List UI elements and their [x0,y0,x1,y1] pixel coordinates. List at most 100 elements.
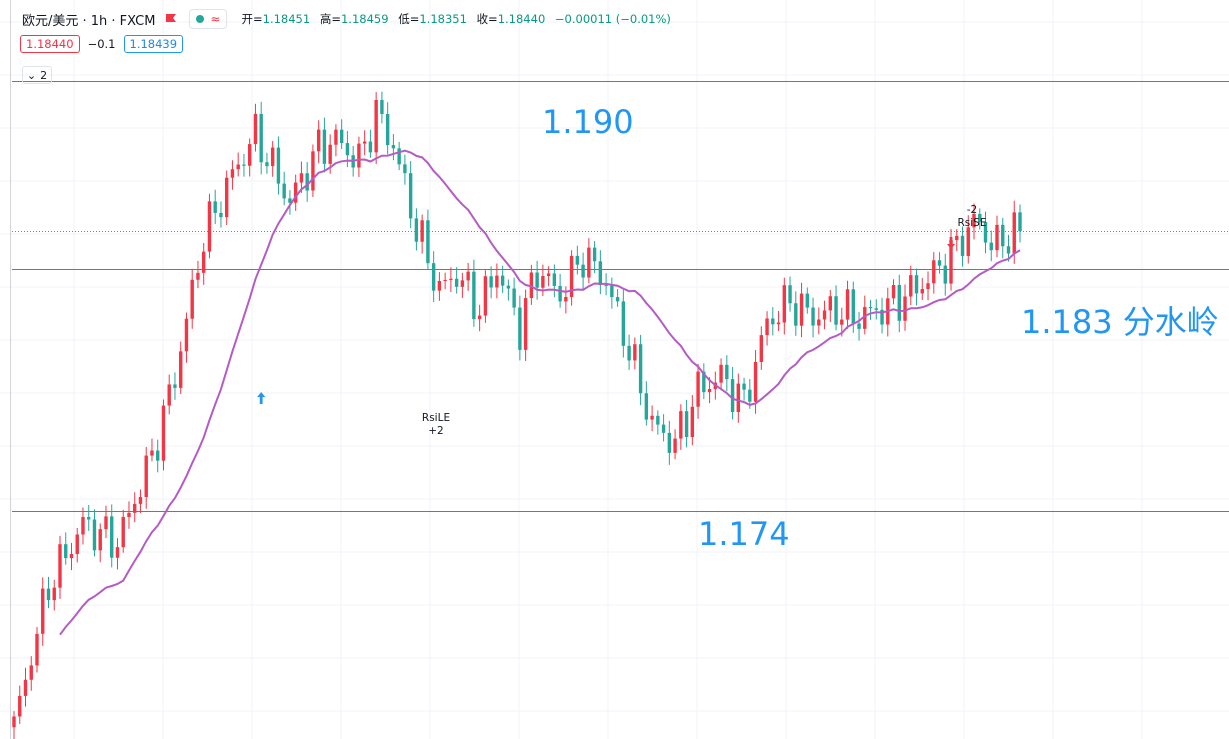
candle [955,229,959,252]
candle [276,136,281,195]
candle [437,272,442,301]
candle [903,284,907,331]
close-value: 1.18440 [497,12,546,26]
candle [270,141,275,177]
candle [518,295,522,361]
candle [644,381,649,426]
candle [782,277,787,335]
market-open-dot-icon [196,15,205,23]
candle [587,238,591,284]
candle [736,373,741,423]
sell-price-button[interactable]: 1.18440 [20,35,80,53]
candle [133,492,137,523]
candle [144,446,148,509]
candle [477,304,482,332]
candle [368,129,373,158]
candle [81,507,85,545]
approx-icon: ≈ [210,12,221,26]
candle [920,277,924,300]
candle [449,267,453,293]
candle [983,211,988,254]
candle [874,299,878,320]
candle [834,285,838,331]
candle [357,136,361,178]
candle [742,377,746,401]
candle [937,252,942,274]
candle [138,489,143,514]
candle [403,154,407,185]
candle [684,399,689,448]
change-value: −0.00011 (−0.01%) [554,12,671,26]
status-pill[interactable]: ≈ [189,9,228,29]
candle [443,272,447,290]
candle [184,312,189,363]
candle [265,152,269,174]
candle [23,667,28,707]
candle [799,282,804,338]
candle [995,215,999,258]
candle [822,300,827,330]
candle [293,174,298,211]
flag-icon[interactable] [165,13,177,25]
candle [546,266,551,287]
candle [362,130,367,156]
signal-long-qty: +2 [428,425,444,437]
candle [621,289,626,358]
candle [811,297,815,338]
candle [966,215,970,264]
chevron-down-icon: ⌄ [26,68,37,82]
candle [771,307,775,336]
candle [1001,217,1005,259]
candle [213,189,217,225]
indicator-count: 2 [40,68,48,82]
signal-long-label: RsiLE +2 [418,412,454,438]
moving-average-line [59,149,1021,636]
candle [725,355,729,392]
candle [299,161,304,193]
candle [156,439,160,473]
candle [426,209,430,270]
candle [161,399,166,471]
candle [41,577,45,646]
candle [581,252,585,290]
candle [529,264,534,305]
indicators-collapse-button[interactable]: ⌄ 2 [22,66,52,84]
candle [972,203,976,240]
horizontal-levels[interactable] [12,81,1229,512]
candle [374,92,378,165]
candle [110,504,114,568]
candle [104,505,108,539]
candle [592,241,597,274]
candle [483,270,488,323]
candle [414,208,419,251]
candle [339,119,344,150]
candle [495,263,499,299]
candle [167,374,171,415]
candle [817,307,821,335]
candlestick-series [12,91,1022,739]
candle [288,190,292,215]
candle [282,171,286,206]
candle [978,208,982,230]
candle [989,230,993,262]
buy-price-button[interactable]: 1.18439 [123,35,184,53]
candle [914,268,919,306]
candle [788,276,792,312]
candle [575,245,580,275]
candle [610,277,614,309]
candle [598,250,603,295]
candle [391,134,396,161]
symbol-title[interactable]: 欧元/美元 · 1h · FXCM [22,13,156,29]
candle [92,509,97,557]
strategy-signals [257,237,956,404]
candle [500,265,505,293]
candle [305,162,309,202]
candle [633,337,637,370]
ohlc-values: 开=1.18451 高=1.18459 低=1.18351 收=1.18440 … [241,12,671,26]
candle [259,101,263,175]
candle [127,501,131,529]
candle [650,405,654,432]
high-value: 1.18459 [340,12,389,26]
candle [247,138,252,177]
